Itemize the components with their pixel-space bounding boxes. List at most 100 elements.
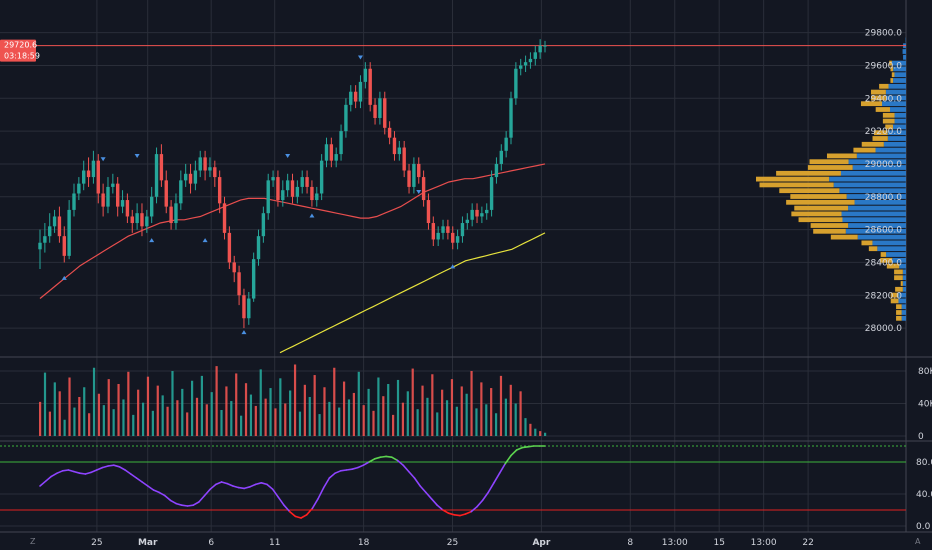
volume-bar bbox=[338, 407, 341, 436]
volume-bar bbox=[43, 372, 47, 436]
volume-bar bbox=[269, 388, 272, 436]
vp-up-bar bbox=[892, 257, 906, 263]
volume-bar bbox=[254, 405, 257, 436]
volume-bar bbox=[367, 388, 370, 436]
candle-body bbox=[339, 131, 343, 155]
vp-down-bar bbox=[886, 263, 900, 269]
oscillator-segment bbox=[288, 510, 297, 518]
vp-up-bar bbox=[885, 95, 906, 101]
volume-bar bbox=[146, 376, 150, 436]
oscillator-segment bbox=[459, 513, 467, 517]
volume-bar bbox=[465, 393, 468, 436]
candle-body bbox=[62, 236, 66, 256]
oscillator-segment bbox=[112, 464, 121, 468]
pivot-low-marker bbox=[309, 213, 315, 218]
vp-up-bar bbox=[894, 118, 906, 124]
price-tick-label: 29400.0 bbox=[865, 94, 902, 104]
vp-down-bar bbox=[880, 257, 893, 263]
last-price-label: 29720.6 bbox=[4, 41, 37, 50]
candle-body bbox=[222, 203, 227, 233]
oscillator-segment bbox=[436, 504, 444, 511]
oscillator-segment bbox=[322, 477, 331, 489]
vp-up-bar bbox=[872, 240, 906, 246]
volume-bar bbox=[372, 410, 375, 436]
oscillator-segment bbox=[198, 494, 206, 503]
vp-up-bar bbox=[888, 83, 906, 89]
volume-bar bbox=[362, 405, 365, 436]
vp-down-bar bbox=[868, 246, 878, 252]
candle-body bbox=[514, 68, 518, 99]
candle-body bbox=[523, 62, 528, 66]
volume-bar bbox=[470, 371, 473, 436]
candle-body bbox=[295, 186, 300, 197]
candle-body bbox=[208, 167, 212, 171]
candle-body bbox=[96, 160, 100, 194]
oscillator-segment bbox=[237, 486, 246, 490]
volume-bar bbox=[83, 387, 86, 436]
volume-bar bbox=[352, 392, 355, 436]
volume-bar bbox=[426, 397, 429, 436]
volume-bar bbox=[450, 379, 454, 436]
volume-bar bbox=[235, 373, 238, 436]
vp-up-bar bbox=[833, 182, 906, 188]
auto-scale-label[interactable]: A bbox=[915, 537, 921, 546]
pivot-low-marker bbox=[149, 238, 155, 243]
candle-body bbox=[130, 216, 134, 224]
candle-body bbox=[125, 200, 130, 217]
volume-bar bbox=[475, 408, 478, 436]
volume-bar bbox=[436, 412, 439, 436]
bottom-left-button[interactable]: Z bbox=[30, 537, 36, 546]
oscillator-segment bbox=[209, 483, 217, 491]
vp-down-bar bbox=[779, 188, 840, 194]
vp-up-bar bbox=[829, 176, 906, 182]
candle-body bbox=[349, 91, 353, 105]
volume-bar bbox=[127, 371, 130, 436]
oscillator-tick-label: 0.0 bbox=[916, 522, 931, 532]
volume-bar bbox=[308, 397, 311, 436]
vp-down-bar bbox=[890, 292, 899, 298]
candle-body bbox=[242, 295, 246, 319]
oscillator-segment bbox=[419, 485, 427, 494]
price-pane[interactable] bbox=[0, 39, 906, 354]
candle-body bbox=[57, 216, 62, 237]
volume-bar bbox=[318, 414, 321, 436]
oscillator-segment bbox=[305, 507, 314, 516]
vp-up-bar bbox=[898, 298, 906, 304]
vp-up-bar bbox=[882, 101, 906, 107]
pivot-low-marker bbox=[202, 238, 208, 243]
volume-bar bbox=[156, 385, 159, 436]
volume-bar bbox=[225, 386, 228, 436]
vp-up-bar bbox=[883, 141, 906, 147]
oscillator-segment bbox=[271, 488, 280, 499]
volume-tick-label: 80K bbox=[918, 367, 932, 377]
oscillator-segment bbox=[90, 469, 98, 474]
time-tick-label: 15 bbox=[713, 538, 724, 548]
candle-body bbox=[470, 209, 474, 220]
oscillator-segment bbox=[379, 455, 387, 459]
candle-body bbox=[402, 147, 406, 171]
candle-body bbox=[179, 180, 183, 204]
vp-down-bar bbox=[882, 112, 895, 118]
candle-body bbox=[261, 213, 266, 237]
vp-down-bar bbox=[794, 205, 849, 211]
oscillator-segment bbox=[521, 445, 529, 449]
volume-bar bbox=[205, 404, 208, 436]
volume-profile bbox=[756, 37, 906, 321]
oscillator-pane[interactable] bbox=[0, 445, 906, 519]
candle-body bbox=[67, 209, 71, 256]
vp-up-bar bbox=[899, 263, 906, 269]
vp-down-bar bbox=[890, 66, 894, 72]
vp-up-bar bbox=[893, 78, 906, 83]
vp-up-bar bbox=[841, 211, 906, 217]
zoom-label[interactable]: Z bbox=[30, 537, 36, 546]
pivot-high-marker bbox=[134, 153, 140, 158]
oscillator-segment bbox=[504, 454, 512, 465]
bottom-right-button[interactable]: A bbox=[915, 537, 921, 546]
volume-bar bbox=[137, 389, 140, 436]
volume-pane[interactable] bbox=[39, 364, 547, 437]
candle-body bbox=[451, 232, 455, 243]
oscillator-segment bbox=[101, 465, 109, 469]
pivot-low-marker bbox=[61, 275, 67, 280]
volume-bar bbox=[215, 366, 218, 436]
